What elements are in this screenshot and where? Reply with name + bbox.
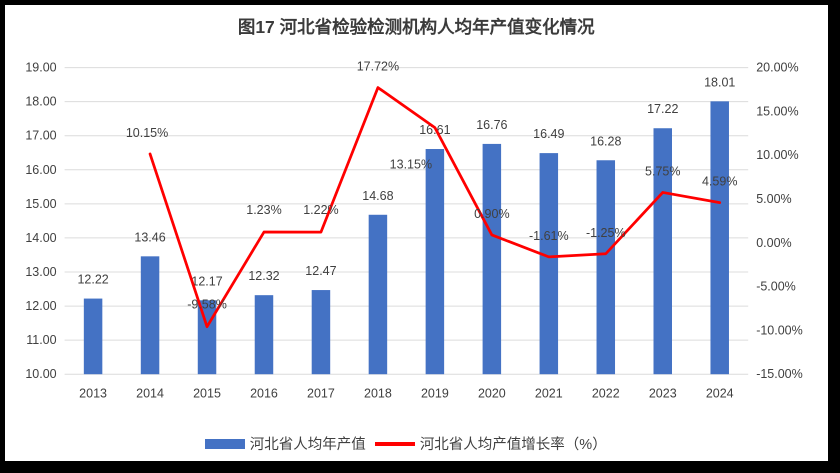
svg-text:18.00: 18.00 <box>25 94 56 108</box>
svg-text:2021: 2021 <box>535 386 563 400</box>
svg-text:18.01: 18.01 <box>704 75 735 89</box>
svg-text:2023: 2023 <box>649 386 677 400</box>
svg-text:2014: 2014 <box>136 386 164 400</box>
svg-text:20.00%: 20.00% <box>756 60 798 74</box>
svg-text:17.00: 17.00 <box>25 129 56 143</box>
svg-text:10.15%: 10.15% <box>126 126 168 140</box>
svg-text:12.47: 12.47 <box>305 264 336 278</box>
svg-text:17.22: 17.22 <box>647 102 678 116</box>
svg-text:10.00: 10.00 <box>25 367 56 381</box>
svg-text:11.00: 11.00 <box>26 333 56 347</box>
svg-text:12.17: 12.17 <box>191 274 222 288</box>
svg-text:2019: 2019 <box>421 386 449 400</box>
svg-text:-10.00%: -10.00% <box>756 323 803 337</box>
svg-text:-1.25%: -1.25% <box>586 226 626 240</box>
svg-text:15.00%: 15.00% <box>756 104 798 118</box>
svg-text:2017: 2017 <box>307 386 335 400</box>
svg-text:12.22: 12.22 <box>77 272 108 286</box>
svg-text:-15.00%: -15.00% <box>756 367 803 381</box>
svg-text:-1.61%: -1.61% <box>529 229 569 243</box>
svg-text:12.32: 12.32 <box>248 269 279 283</box>
svg-text:1.23%: 1.23% <box>246 203 281 217</box>
svg-text:2018: 2018 <box>364 386 392 400</box>
svg-text:2016: 2016 <box>250 386 278 400</box>
svg-text:16.76: 16.76 <box>476 118 507 132</box>
svg-text:-9.58%: -9.58% <box>187 298 227 312</box>
svg-text:2015: 2015 <box>193 386 221 400</box>
svg-text:10.00%: 10.00% <box>756 148 798 162</box>
svg-text:-5.00%: -5.00% <box>756 279 796 293</box>
svg-text:2022: 2022 <box>592 386 620 400</box>
svg-text:2013: 2013 <box>79 386 107 400</box>
svg-text:5.75%: 5.75% <box>645 164 680 178</box>
svg-text:5.00%: 5.00% <box>756 192 791 206</box>
svg-text:14.68: 14.68 <box>362 189 393 203</box>
svg-text:16.28: 16.28 <box>590 134 621 148</box>
svg-text:14.00: 14.00 <box>25 231 56 245</box>
svg-text:16.00: 16.00 <box>25 163 56 177</box>
svg-text:4.59%: 4.59% <box>702 174 737 188</box>
svg-text:15.00: 15.00 <box>25 197 56 211</box>
svg-text:1.22%: 1.22% <box>303 203 338 217</box>
svg-text:19.00: 19.00 <box>25 60 56 74</box>
svg-text:2020: 2020 <box>478 386 506 400</box>
svg-text:13.46: 13.46 <box>134 230 165 244</box>
svg-text:17.72%: 17.72% <box>357 59 399 73</box>
svg-text:13.15%: 13.15% <box>390 157 432 171</box>
svg-text:0.90%: 0.90% <box>474 207 509 221</box>
svg-text:13.00: 13.00 <box>25 265 56 279</box>
svg-text:2024: 2024 <box>706 386 734 400</box>
svg-text:12.00: 12.00 <box>25 299 56 313</box>
svg-text:0.00%: 0.00% <box>756 236 791 250</box>
svg-text:16.49: 16.49 <box>533 127 564 141</box>
